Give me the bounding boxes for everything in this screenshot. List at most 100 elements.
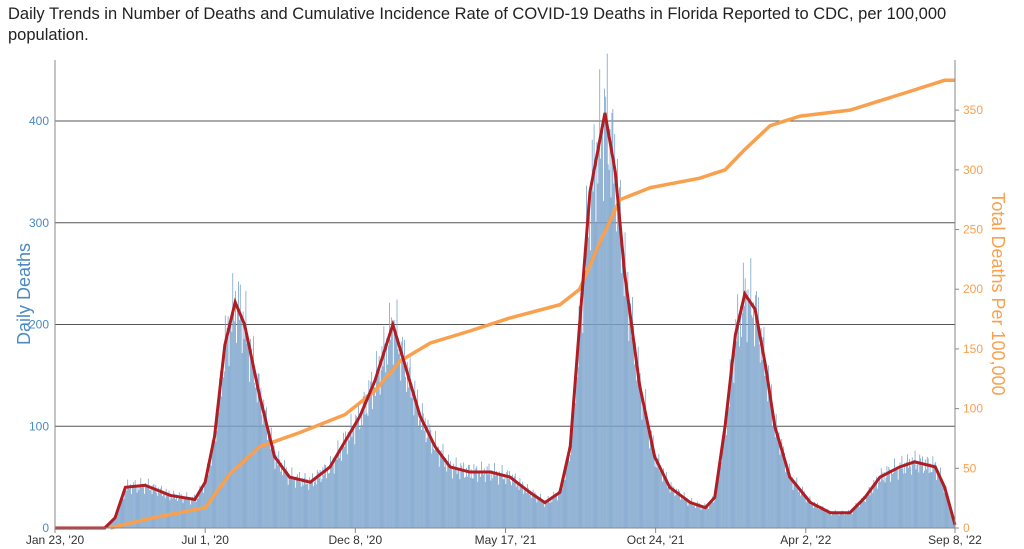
daily-bar [700, 509, 702, 528]
daily-bar [381, 346, 383, 528]
daily-bar [317, 472, 319, 528]
daily-bar [634, 342, 636, 528]
daily-bar [722, 435, 724, 528]
daily-bar [457, 470, 459, 528]
daily-bar [781, 439, 783, 528]
daily-bar [819, 506, 821, 528]
daily-bar [850, 511, 852, 528]
daily-bar [614, 133, 616, 528]
daily-bar [729, 359, 731, 528]
daily-bar [788, 463, 790, 528]
daily-bar [404, 339, 405, 528]
daily-bar [656, 467, 658, 528]
daily-bar [674, 496, 676, 528]
daily-bar [425, 442, 427, 528]
daily-bar [289, 478, 291, 528]
daily-bar [782, 454, 784, 528]
daily-bar [450, 461, 451, 528]
y2-tick-label: 0 [963, 521, 970, 535]
daily-bar [446, 471, 448, 528]
daily-bar [360, 409, 362, 528]
daily-bar [385, 372, 387, 528]
daily-bar [738, 314, 740, 528]
daily-bar [527, 484, 528, 528]
daily-bar [604, 88, 605, 529]
daily-bar [683, 492, 685, 528]
daily-bar [520, 483, 522, 528]
daily-bar [794, 480, 796, 528]
daily-bar [685, 498, 687, 528]
daily-bar [896, 466, 898, 528]
daily-bar [232, 273, 234, 528]
daily-bar [132, 482, 134, 528]
daily-bar [592, 191, 594, 528]
daily-bar [747, 289, 749, 528]
daily-bar [141, 487, 143, 528]
daily-bar [723, 441, 724, 528]
daily-bar [657, 458, 659, 528]
daily-bar [646, 420, 648, 528]
daily-bar [410, 397, 412, 528]
daily-bar [162, 492, 164, 528]
daily-bar [126, 490, 128, 528]
daily-bar [256, 402, 258, 528]
daily-bar [135, 485, 137, 528]
daily-bar [481, 461, 482, 528]
y2-tick-label: 200 [963, 282, 983, 296]
daily-bar [238, 319, 240, 528]
daily-bar [773, 418, 775, 528]
daily-bar [680, 494, 682, 528]
daily-bar [602, 130, 603, 529]
daily-bar [268, 430, 269, 528]
daily-bar [228, 366, 230, 528]
daily-bar [571, 427, 572, 528]
daily-bar [340, 446, 342, 528]
daily-bar [716, 479, 718, 528]
daily-bar [715, 495, 717, 528]
daily-bar [695, 504, 697, 528]
daily-bar [299, 472, 300, 528]
daily-bar [253, 382, 255, 528]
daily-bar [109, 522, 111, 528]
daily-bar [276, 455, 278, 528]
daily-bar [128, 485, 129, 528]
daily-bar [647, 424, 648, 528]
daily-bar [123, 498, 125, 528]
daily-bar [675, 494, 677, 528]
daily-bar [610, 197, 612, 528]
daily-bar [863, 496, 864, 528]
daily-bar [803, 491, 805, 528]
daily-bar [586, 185, 587, 528]
daily-bar [734, 350, 736, 528]
daily-bar [938, 472, 939, 528]
daily-bar [505, 484, 507, 528]
daily-bar [948, 501, 950, 528]
y-tick-label: 400 [29, 114, 49, 128]
daily-bar [634, 364, 635, 528]
daily-bar [784, 452, 785, 528]
daily-bar [947, 493, 949, 528]
daily-bar [730, 371, 732, 528]
daily-bar [706, 506, 708, 528]
daily-bar [116, 511, 118, 528]
daily-bar [746, 342, 748, 528]
daily-bar [731, 371, 733, 528]
daily-bar [332, 457, 334, 528]
daily-bar [508, 479, 510, 528]
daily-bar [570, 454, 572, 528]
daily-bar [811, 503, 813, 528]
daily-bar [114, 517, 115, 528]
daily-bar [217, 402, 219, 528]
daily-bar [398, 354, 400, 528]
daily-bar [358, 402, 359, 528]
daily-bar [789, 477, 791, 528]
daily-bar [561, 488, 563, 528]
chart-title: Daily Trends in Number of Deaths and Cum… [8, 5, 947, 44]
daily-bar [555, 493, 557, 528]
daily-bar [371, 371, 373, 528]
daily-bar [379, 394, 381, 528]
daily-bar [209, 459, 211, 528]
daily-bar [583, 279, 585, 528]
daily-bar [576, 377, 578, 528]
daily-bar [299, 482, 301, 528]
